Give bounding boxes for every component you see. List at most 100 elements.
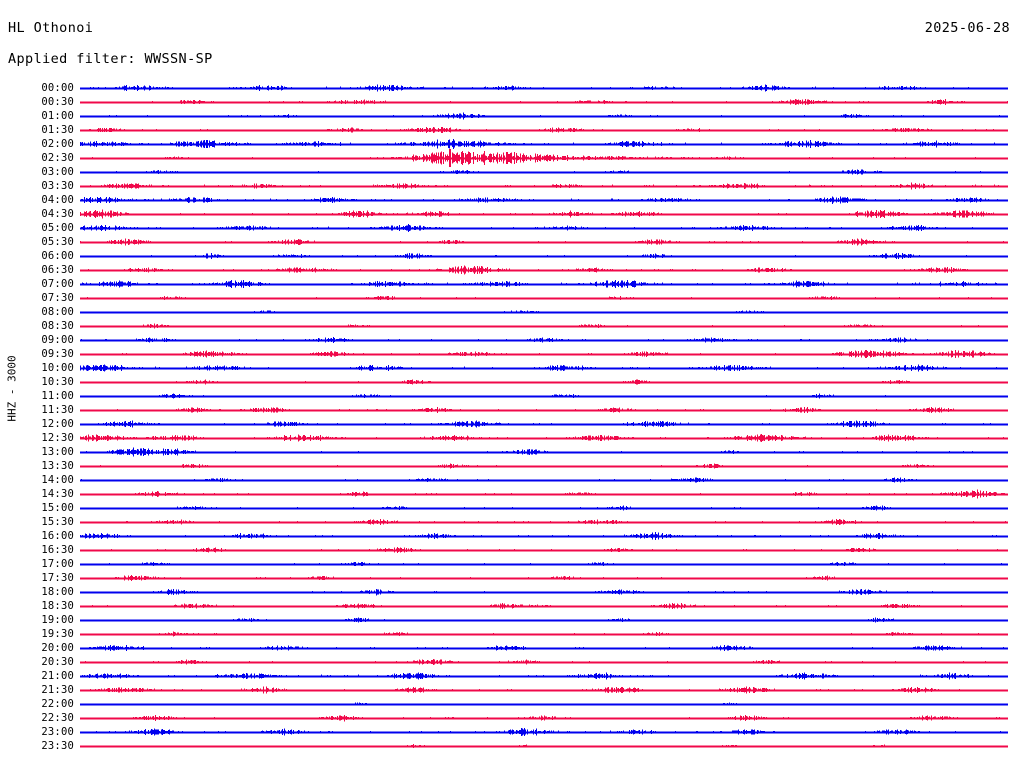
time-tick-label: 03:00 <box>41 166 74 178</box>
trace-row <box>80 686 1008 694</box>
time-tick-label: 07:00 <box>41 278 74 290</box>
trace-row <box>80 617 1008 623</box>
time-tick-label: 18:30 <box>41 600 74 612</box>
trace-row <box>80 532 1008 540</box>
trace-row <box>80 310 1008 314</box>
time-tick-label: 06:30 <box>41 264 74 276</box>
trace-row <box>80 224 1008 232</box>
trace-row <box>80 84 1008 92</box>
time-tick-label: 08:00 <box>41 306 74 318</box>
trace-row <box>80 602 1008 610</box>
time-tick-label: 13:30 <box>41 460 74 472</box>
trace-row <box>80 489 1008 499</box>
trace-row <box>80 169 1008 175</box>
time-tick-label: 20:00 <box>41 642 74 654</box>
trace-row <box>80 561 1008 567</box>
time-tick-label: 09:30 <box>41 348 74 360</box>
trace-row <box>80 126 1008 134</box>
time-tick-label: 19:30 <box>41 628 74 640</box>
trace-row <box>80 364 1008 372</box>
trace-row <box>80 744 1008 748</box>
trace-row <box>80 518 1008 526</box>
trace-row <box>80 112 1008 120</box>
trace-row <box>80 447 1008 457</box>
trace-row <box>80 420 1008 428</box>
trace-row <box>80 393 1008 399</box>
seismogram-plot: 00:00 00:30 01:00 01:30 02:00 02:30 03:00 03:30… <box>0 78 1024 778</box>
trace-row <box>80 644 1008 652</box>
time-tick-label: 05:30 <box>41 236 74 248</box>
time-tick-label: 03:30 <box>41 180 74 192</box>
time-tick-label: 04:30 <box>41 208 74 220</box>
time-tick-label: 07:30 <box>41 292 74 304</box>
trace-row <box>80 139 1008 149</box>
trace-row <box>80 99 1008 105</box>
time-tick-label: 02:00 <box>41 138 74 150</box>
time-tick-label: 12:30 <box>41 432 74 444</box>
trace-row <box>80 575 1008 581</box>
trace-row <box>80 407 1008 413</box>
time-tick-label: 18:00 <box>41 586 74 598</box>
time-tick-label: 04:00 <box>41 194 74 206</box>
time-tick-label: 16:30 <box>41 544 74 556</box>
time-tick-label: 14:00 <box>41 474 74 486</box>
trace-row <box>80 182 1008 190</box>
time-tick-label: 17:30 <box>41 572 74 584</box>
trace-row <box>80 323 1008 329</box>
time-tick-label: 09:00 <box>41 334 74 346</box>
time-tick-label: 22:00 <box>41 698 74 710</box>
trace-row <box>80 588 1008 596</box>
trace-row <box>80 463 1008 469</box>
applied-filter-label: Applied filter: WWSSN-SP <box>8 51 213 67</box>
trace-row <box>80 209 1008 219</box>
trace-row <box>80 631 1008 637</box>
time-tick-label: 23:30 <box>41 740 74 752</box>
time-tick-label: 23:00 <box>41 726 74 738</box>
time-tick-label: 00:00 <box>41 82 74 94</box>
time-tick-label: 02:30 <box>41 152 74 164</box>
trace-row <box>80 379 1008 385</box>
time-tick-label: 10:30 <box>41 376 74 388</box>
trace-row <box>80 252 1008 260</box>
trace-row <box>80 349 1008 359</box>
trace-row <box>80 279 1008 289</box>
time-tick-label: 11:30 <box>41 404 74 416</box>
trace-row <box>80 295 1008 301</box>
time-tick-label: 06:00 <box>41 250 74 262</box>
time-tick-label: 11:00 <box>41 390 74 402</box>
station-title: HL Othonoi <box>8 20 94 36</box>
trace-row <box>80 505 1008 511</box>
record-date: 2025-06-28 <box>924 20 1010 36</box>
trace-row <box>80 196 1008 204</box>
time-tick-label: 00:30 <box>41 96 74 108</box>
time-tick-label: 14:30 <box>41 488 74 500</box>
trace-row <box>80 477 1008 483</box>
time-tick-label: 01:00 <box>41 110 74 122</box>
time-tick-label: 17:00 <box>41 558 74 570</box>
time-tick-label: 22:30 <box>41 712 74 724</box>
trace-canvas <box>80 84 1008 748</box>
trace-row <box>80 728 1008 736</box>
time-tick-label: 10:00 <box>41 362 74 374</box>
time-tick-label: 21:00 <box>41 670 74 682</box>
time-tick-label: 19:00 <box>41 614 74 626</box>
time-tick-label: 12:00 <box>41 418 74 430</box>
time-tick-label: 13:00 <box>41 446 74 458</box>
trace-row <box>80 659 1008 665</box>
time-tick-label: 08:30 <box>41 320 74 332</box>
time-tick-label: 05:00 <box>41 222 74 234</box>
trace-row <box>80 702 1008 706</box>
time-tick-label: 16:00 <box>41 530 74 542</box>
trace-row <box>80 433 1008 443</box>
time-tick-label: 01:30 <box>41 124 74 136</box>
trace-row <box>80 265 1008 275</box>
time-tick-label: 15:30 <box>41 516 74 528</box>
trace-row <box>80 546 1008 554</box>
trace-row <box>80 672 1008 680</box>
trace-row <box>80 238 1008 246</box>
time-tick-label: 20:30 <box>41 656 74 668</box>
trace-row <box>80 337 1008 343</box>
trace-row <box>80 714 1008 722</box>
time-tick-label: 15:00 <box>41 502 74 514</box>
